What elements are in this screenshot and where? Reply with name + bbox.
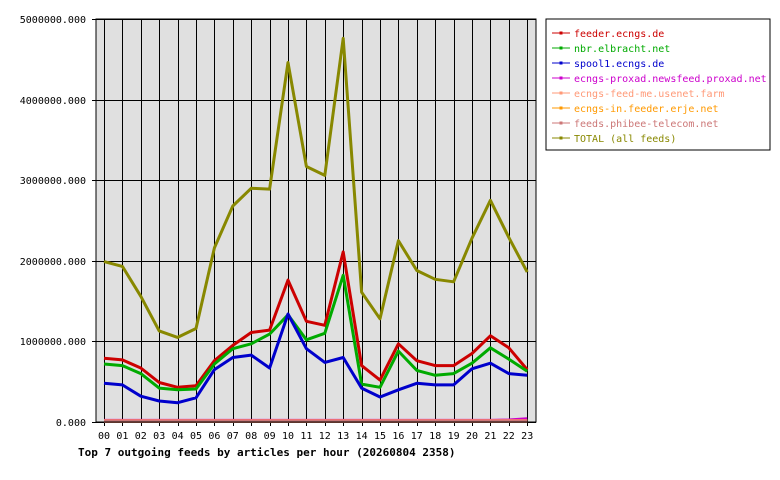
x-tick-label: 10: [282, 431, 294, 442]
y-tick-label: 4000000.000: [20, 96, 86, 107]
x-tick-label: 11: [300, 431, 312, 442]
legend-label: spool1.ecngs.de: [574, 59, 664, 70]
x-tick-label: 19: [448, 431, 460, 442]
legend-marker: [559, 76, 563, 80]
chart-title: Top 7 outgoing feeds by articles per hou…: [78, 446, 456, 459]
legend: feeder.ecngs.de nbr.elbracht.net spool1.ec…: [545, 18, 771, 151]
y-tick-label: 3000000.000: [20, 176, 86, 187]
legend-marker: [559, 91, 563, 95]
x-axis-ticks: 00 01 02 03 04 05 06 07 08 09 10 11 12 13 14 15 16 17 18 19…: [98, 422, 533, 442]
y-axis-ticks: 0.000 1000000.000 2000000.000 3000000.000 40…: [20, 15, 96, 429]
x-tick-label: 05: [190, 431, 202, 442]
x-tick-label: 22: [503, 431, 515, 442]
series-line-8: [103, 36, 529, 339]
legend-label: ecngs-feed-me.usenet.farm: [574, 89, 725, 100]
series-lines: [103, 36, 529, 423]
x-tick-label: 23: [521, 431, 533, 442]
x-tick-label: 18: [429, 431, 441, 442]
x-tick-label: 08: [245, 431, 257, 442]
series-line-3: [103, 312, 528, 405]
x-tick-label: 07: [227, 431, 239, 442]
x-tick-label: 16: [392, 431, 404, 442]
series-line-1: [103, 250, 529, 389]
x-tick-label: 00: [98, 431, 110, 442]
x-tick-label: 17: [411, 431, 423, 442]
legend-label: feeds.phibee-telecom.net: [574, 119, 719, 130]
x-tick-label: 09: [264, 431, 276, 442]
legend-marker: [559, 121, 563, 125]
legend-marker: [559, 61, 563, 65]
x-tick-label: 06: [208, 431, 220, 442]
legend-marker: [559, 136, 563, 140]
x-tick-label: 13: [337, 431, 349, 442]
x-tick-label: 14: [356, 431, 368, 442]
x-tick-label: 12: [319, 431, 331, 442]
x-tick-label: 04: [172, 431, 184, 442]
legend-label: TOTAL (all feeds): [574, 134, 676, 145]
y-tick-label: 5000000.000: [20, 15, 86, 26]
legend-marker: [559, 106, 563, 110]
legend-label: ecngs-proxad.newsfeed.proxad.net: [574, 74, 767, 85]
legend-box: [545, 18, 771, 151]
x-tick-label: 15: [374, 431, 386, 442]
series-line-2: [103, 273, 529, 392]
x-tick-label: 20: [466, 431, 478, 442]
legend-label: feeder.ecngs.de: [574, 29, 664, 40]
y-tick-label: 0.000: [56, 418, 86, 429]
legend-marker: [559, 46, 563, 50]
legend-label: nbr.elbracht.net: [574, 44, 670, 55]
legend-label: ecngs-in.feeder.erje.net: [574, 104, 719, 115]
x-tick-label: 21: [484, 431, 496, 442]
y-tick-label: 1000000.000: [20, 337, 86, 348]
plot-area: [95, 18, 537, 423]
x-tick-label: 03: [153, 431, 165, 442]
x-tick-label: 02: [135, 431, 147, 442]
legend-marker: [559, 31, 563, 35]
y-tick-label: 2000000.000: [20, 257, 86, 268]
x-tick-label: 01: [116, 431, 128, 442]
plot-frame: [95, 18, 537, 423]
